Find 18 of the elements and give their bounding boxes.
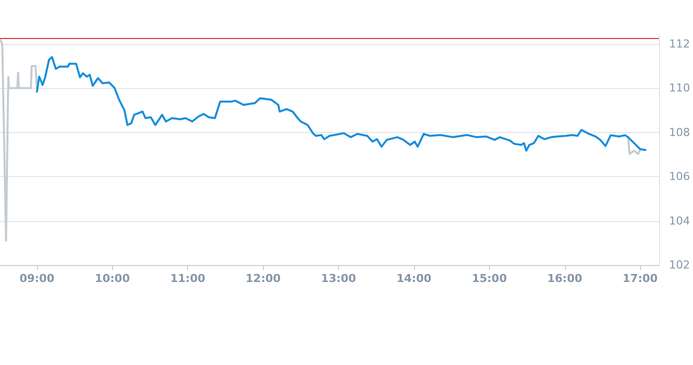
y-tick-label: 102 (669, 258, 690, 272)
y-tick-label: 108 (669, 126, 690, 139)
y-tick-label: 110 (669, 82, 690, 95)
x-tick-label: 16:00 (547, 272, 583, 285)
x-tick-label: 17:00 (622, 272, 658, 285)
y-tick-label: 104 (669, 214, 690, 228)
line-series (36, 56, 646, 152)
x-tick-label: 12:00 (246, 272, 281, 285)
line-series (627, 136, 642, 155)
x-tick-label: 09:00 (19, 272, 55, 285)
x-tick-label: 10:00 (94, 272, 130, 285)
line-series (0, 38, 38, 242)
x-tick-label: 14:00 (396, 272, 432, 285)
y-tick-label: 106 (669, 170, 690, 184)
x-tick-label: 13:00 (321, 272, 356, 285)
x-tick-label: 11:00 (170, 272, 206, 285)
y-tick-label: 112 (669, 37, 690, 50)
x-tick-label: 15:00 (472, 272, 508, 285)
